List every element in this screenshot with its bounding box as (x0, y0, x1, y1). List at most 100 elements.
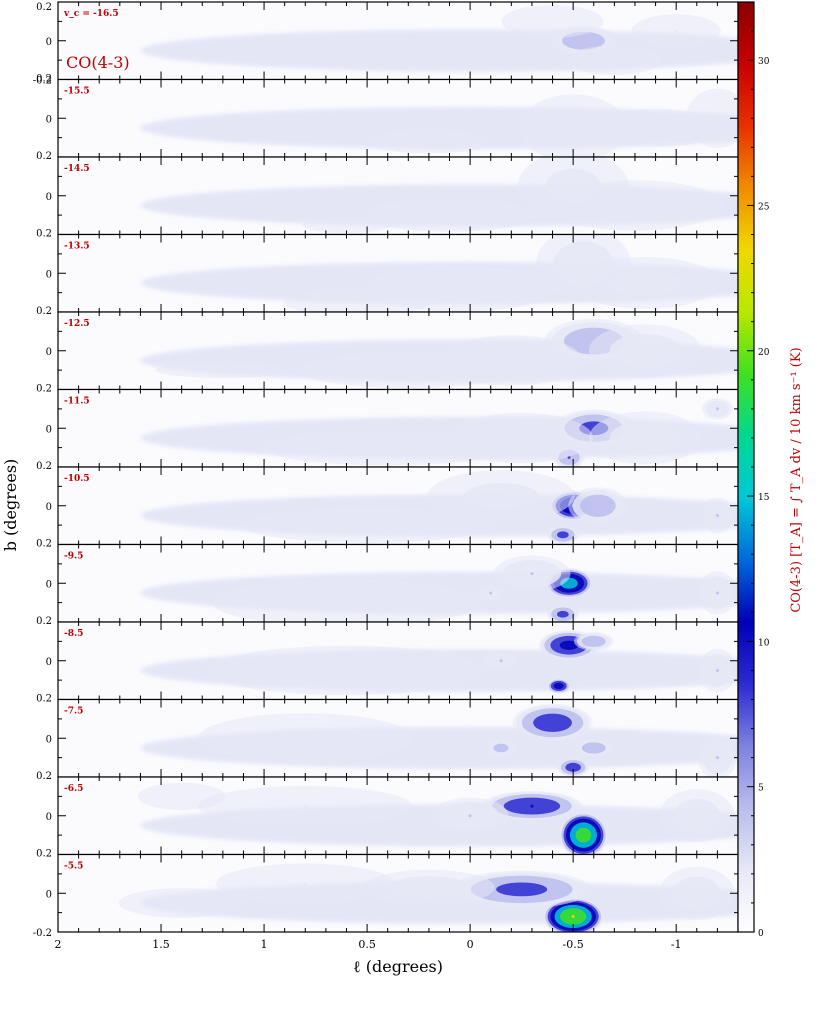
y-tick-label: 0.2 (36, 229, 52, 240)
emission-blob (609, 333, 681, 368)
y-tick-label: 0 (46, 192, 52, 203)
emission-blob (519, 94, 627, 157)
y-tick-label: 0 (46, 657, 52, 668)
x-tick-label: 2 (55, 938, 62, 951)
colorbar-tick-label: 0 (758, 929, 764, 939)
molecule-label: CO(4-3) (66, 53, 130, 72)
emission-blob (715, 668, 719, 672)
velocity-label: -15.5 (64, 87, 90, 97)
panel: 0.2 0 -14.5 (36, 151, 739, 236)
colorbar-tick-label: 5 (758, 784, 764, 794)
emission-features (155, 318, 702, 388)
y-tick-label: 0 (46, 889, 52, 900)
emission-features (206, 630, 737, 696)
emission-blob (575, 827, 592, 843)
emission-blob (489, 591, 493, 595)
y-tick-label: 0.2 (36, 849, 52, 860)
emission-blob (298, 352, 519, 388)
y-tick-label: 0.2 (36, 74, 52, 85)
emission-features (211, 555, 737, 622)
colorbar-tick-label: 25 (758, 202, 770, 212)
panel: 0.2 0 -7.5 (36, 694, 739, 778)
emission-features (137, 782, 735, 855)
emission-features (261, 398, 733, 467)
emission-blob (715, 513, 719, 517)
emission-blob (303, 736, 307, 740)
emission-blob (520, 436, 524, 440)
emission-blob (685, 88, 738, 148)
emission-blob (715, 591, 719, 595)
emission-blob (608, 269, 683, 296)
colorbar-label: CO(4-3) [T_A] = ∫ T_A dv / 10 km s⁻¹ (K) (789, 347, 804, 612)
panel: 0.2 0 -15.5 (36, 74, 739, 158)
emission-blob (303, 882, 307, 886)
emission-blob (496, 882, 548, 897)
emission-blob (674, 29, 678, 33)
y-tick-label: 0 (46, 579, 52, 590)
x-tick-label: 0 (467, 938, 474, 951)
y-tick-label: 0.2 (36, 616, 52, 627)
emission-blob (283, 288, 430, 312)
colorbar-tick-label: 10 (758, 638, 770, 648)
velocity-label: -14.5 (64, 164, 90, 174)
y-tick-label: -0.2 (33, 928, 52, 939)
y-tick-label: 0.2 (36, 539, 52, 550)
panel: 0.2 0 -10.5 (36, 461, 739, 546)
velocity-label: -12.5 (64, 319, 90, 329)
emission-features (241, 470, 733, 545)
y-tick-label: 0 (46, 734, 52, 745)
emission-blob (362, 198, 537, 232)
emission-blob (672, 876, 721, 911)
emission-blob (501, 4, 604, 38)
emission-blob (303, 804, 307, 808)
y-tick-label: 0.2 (36, 694, 52, 705)
y-tick-label: 0 (46, 114, 52, 125)
panel-stack: 0.20-0.2v_c = -16.50.20-15.50.20-14.50.2… (33, 1, 739, 951)
y-tick-label: 0.2 (36, 2, 52, 13)
y-tick-label: 0.2 (36, 306, 52, 317)
emission-blob (571, 126, 575, 130)
panel: 0.2 0 -11.5 (36, 384, 739, 468)
emission-features (501, 4, 721, 75)
velocity-label: -7.5 (64, 707, 83, 717)
y-axis-label: b (degrees) (1, 459, 20, 552)
emission-blob (715, 756, 719, 760)
emission-blob (155, 362, 291, 379)
y-tick-label: 0 (46, 269, 52, 280)
emission-blob (565, 762, 581, 772)
emission-blob (468, 814, 472, 818)
velocity-label: -5.5 (64, 862, 83, 872)
emission-blob (241, 507, 493, 543)
x-tick-label: -1 (671, 938, 682, 951)
velocity-label: -11.5 (64, 397, 90, 407)
y-tick-label: 0 (46, 424, 52, 435)
x-tick-label: 0.5 (358, 938, 376, 951)
velocity-label: v_c = -16.5 (63, 9, 119, 19)
y-tick-label: 0.2 (36, 151, 52, 162)
panel: 0.2 0 -6.5 (36, 771, 739, 856)
emission-blob (581, 742, 606, 754)
emission-blob (567, 45, 662, 75)
emission-blob (530, 572, 534, 576)
emission-features (283, 234, 719, 312)
y-tick-label: 0.2 (36, 461, 52, 472)
emission-blob (557, 531, 569, 539)
velocity-label: -8.5 (64, 629, 83, 639)
colorbar-ramp (738, 2, 754, 932)
panel: 0.2 0 -8.5 (36, 616, 739, 701)
x-axis-label: ℓ (degrees) (353, 957, 443, 976)
emission-blob (387, 876, 471, 899)
emission-blob (206, 645, 487, 696)
velocity-label: -6.5 (64, 784, 83, 794)
emission-blob (633, 203, 637, 207)
emission-blob (365, 129, 493, 154)
y-tick-label: 0 (46, 347, 52, 358)
colorbar: 0 5 10 15 20 25 30 (737, 1, 770, 939)
y-tick-label: -0.2 (33, 76, 52, 87)
y-tick-label: 0.2 (36, 771, 52, 782)
emission-blob (211, 578, 482, 622)
emission-blob (302, 216, 391, 234)
y-tick-label: 0.2 (36, 384, 52, 395)
emission-blob (580, 494, 616, 517)
